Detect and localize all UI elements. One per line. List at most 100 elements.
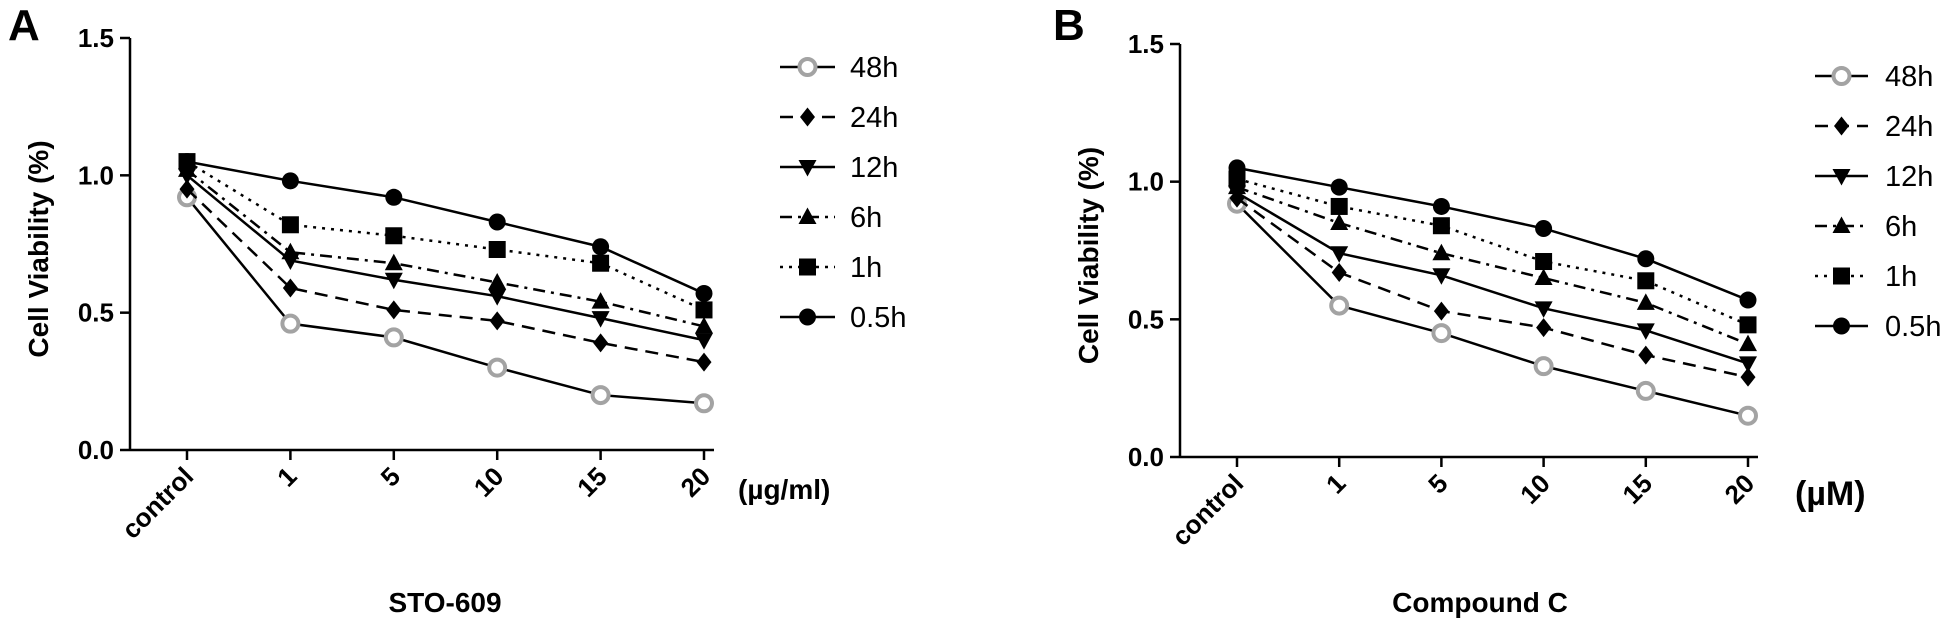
series-line (186, 160, 705, 312)
x-tick-label: control (116, 461, 200, 545)
data-point (488, 289, 507, 306)
x-tick-label: 15 (571, 461, 613, 503)
data-point (1431, 323, 1452, 344)
legend-marker (799, 308, 816, 326)
series-48h (1227, 193, 1758, 426)
data-point (282, 278, 298, 298)
data-point (386, 300, 402, 320)
legend-marker (1833, 317, 1850, 335)
legend-label: 0.5h (850, 302, 906, 334)
legend-label: 1h (1885, 261, 1917, 293)
data-point (1635, 380, 1656, 401)
data-point (1535, 253, 1553, 271)
legend-entry: 1h (780, 252, 882, 284)
data-point (385, 227, 403, 245)
data-point (383, 327, 404, 348)
legend-marker (1834, 116, 1849, 136)
series-6h (178, 160, 713, 334)
y-tick-label: 0.0 (78, 435, 114, 465)
y-tick-label: 0.5 (1128, 304, 1164, 334)
legend-marker (798, 207, 817, 224)
data-point (1535, 219, 1553, 237)
series-line (186, 160, 705, 295)
legend-marker (1833, 267, 1850, 285)
data-point (593, 333, 609, 353)
data-point (1329, 295, 1350, 316)
series-6h (1228, 177, 1757, 352)
series-0-5h (178, 153, 713, 302)
data-point (1330, 213, 1349, 230)
legend-label: 12h (1885, 161, 1933, 193)
data-point (1739, 334, 1757, 352)
data-point (487, 357, 508, 378)
legend-marker (1832, 216, 1851, 233)
panel-letter: A (8, 1, 40, 50)
legend-label: 24h (850, 102, 898, 134)
data-point (591, 292, 610, 309)
data-point (1534, 268, 1553, 286)
legend-marker (797, 57, 818, 77)
data-point (488, 272, 507, 290)
x-tick-label: 20 (675, 461, 717, 503)
data-point (1533, 356, 1554, 377)
data-point (1536, 318, 1552, 338)
y-tick-label: 0.5 (78, 298, 114, 328)
data-point (1330, 197, 1348, 215)
data-point (1638, 345, 1654, 365)
data-point (384, 272, 403, 290)
data-point (695, 301, 713, 319)
data-point (1330, 178, 1348, 196)
legend-entry: 24h (780, 102, 898, 134)
legend-label: 24h (1885, 111, 1933, 143)
x-tick-label: 10 (1514, 468, 1556, 510)
legend-entry: 1h (1815, 261, 1917, 293)
legend-entry: 6h (1815, 211, 1917, 243)
data-point (592, 238, 610, 256)
legend-label: 6h (1885, 211, 1917, 243)
legend-marker (798, 160, 817, 177)
series-1h (1228, 170, 1757, 334)
data-point (488, 240, 506, 258)
data-point (1331, 263, 1347, 283)
series-12h (1228, 185, 1757, 373)
x-tick-label: 1 (271, 461, 302, 492)
legend-label: 48h (850, 52, 898, 84)
series-24h (179, 179, 712, 372)
data-point (385, 188, 403, 206)
data-point (1432, 217, 1450, 235)
legend-marker (1832, 169, 1851, 186)
data-point (590, 385, 611, 406)
x-tick-label: control (1166, 468, 1250, 552)
series-line (1236, 166, 1749, 302)
data-point (592, 254, 610, 272)
data-point (179, 179, 195, 199)
data-point (1738, 405, 1758, 426)
data-point (694, 393, 714, 414)
x-tick-label: 20 (1719, 468, 1761, 510)
x-axis-title: STO-609 (388, 587, 501, 618)
data-point (1432, 268, 1451, 285)
data-point (695, 333, 713, 350)
legend-entry: 24h (1815, 111, 1933, 143)
data-point (1637, 250, 1655, 268)
x-tick-label: 10 (468, 461, 510, 503)
data-point (1432, 243, 1451, 261)
x-tick-label: 1 (1320, 468, 1351, 499)
data-point (384, 253, 403, 271)
panel-letter: B (1053, 1, 1085, 50)
series-line (186, 174, 705, 342)
legend-label: 6h (850, 202, 882, 234)
series-line (1236, 197, 1749, 379)
series-12h (178, 168, 713, 350)
data-point (280, 313, 301, 334)
legend-marker (800, 107, 815, 127)
series-48h (177, 187, 714, 414)
data-point (1534, 301, 1553, 318)
legend-entry: 12h (780, 152, 898, 184)
legend-entry: 0.5h (780, 302, 906, 334)
x-unit-label: (µg/ml) (738, 474, 830, 505)
data-point (695, 284, 713, 302)
data-point (488, 213, 506, 231)
